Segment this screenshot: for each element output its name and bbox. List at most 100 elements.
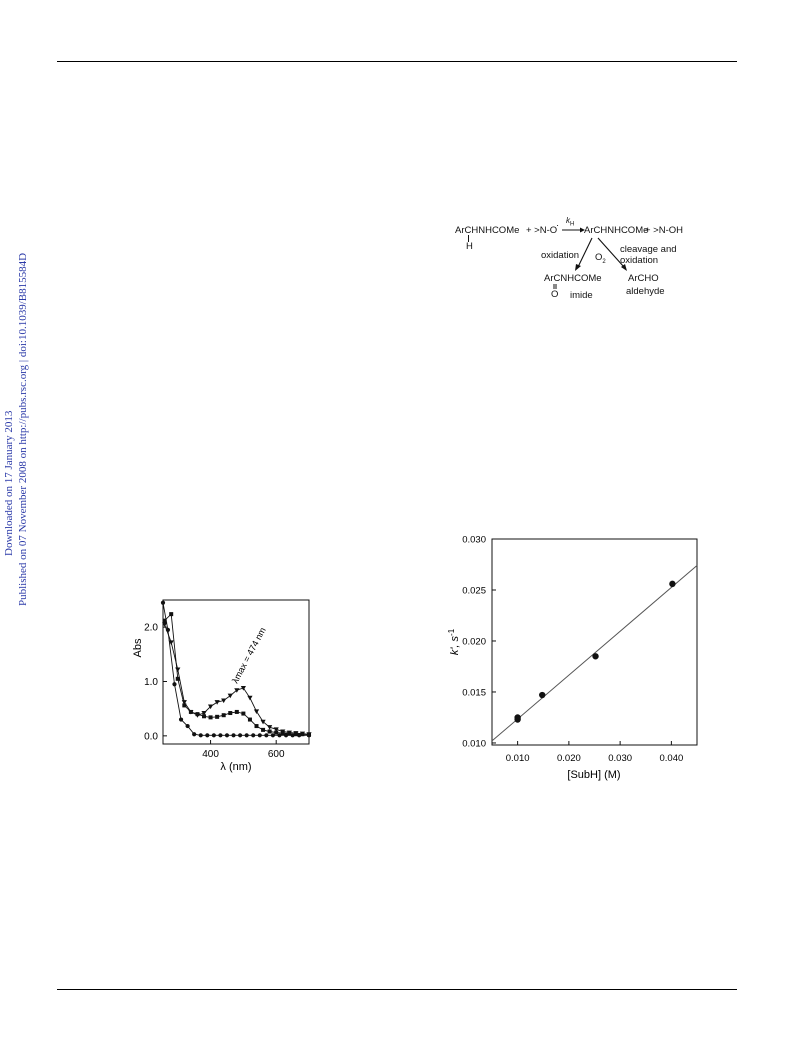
data-point — [160, 600, 166, 605]
scheme-arrows — [553, 227, 627, 289]
data-point — [253, 709, 260, 714]
y-tick-label: 0.010 — [462, 738, 486, 749]
data-point — [201, 711, 207, 716]
data-point — [231, 733, 236, 738]
data-point — [188, 709, 193, 714]
data-point — [280, 731, 285, 736]
x-tick-label: 400 — [202, 749, 219, 760]
y-tick-label: 2.0 — [144, 623, 158, 634]
x-tick-label: 0.030 — [608, 753, 632, 764]
rate-constant-chart: 0.010 0.015 0.020 0.025 0.030 0.010 0.020 0.030… — [447, 535, 698, 781]
data-point — [202, 714, 207, 719]
data-point — [273, 727, 279, 732]
reaction-scheme: ArCHNHCOMe H + >N-O · kH ArCHNHCOMe + >N… — [440, 210, 740, 310]
data-point — [162, 622, 168, 628]
data-point — [227, 693, 233, 699]
x-tick-label: 0.010 — [506, 753, 530, 764]
scheme-radical-dot: · — [556, 220, 560, 231]
y-axis-title: k', s-1 — [447, 628, 461, 655]
scheme-bond — [468, 235, 469, 242]
data-point — [175, 676, 180, 681]
scheme-k-letter: k — [566, 216, 570, 225]
data-point — [251, 733, 256, 738]
plot-frame — [491, 538, 698, 746]
download-note: Downloaded on 17 January 2013 — [3, 410, 15, 556]
scheme-aldehyde-label: aldehyde — [626, 286, 665, 297]
data-point — [234, 709, 239, 714]
scheme-imide-o: O — [551, 289, 559, 300]
scheme-product: ArCHNHCOMe — [584, 225, 649, 236]
data-point — [247, 695, 253, 701]
data-point — [669, 580, 676, 588]
data-point — [306, 733, 312, 738]
data-point — [514, 716, 521, 723]
data-point — [218, 733, 223, 738]
x-tick-label: 600 — [268, 749, 285, 760]
data-point — [240, 686, 246, 691]
data-point — [221, 698, 227, 704]
data-point — [214, 700, 220, 705]
y-tick-label: 1.0 — [144, 677, 158, 688]
data-point — [264, 733, 269, 738]
x-tick-label: 0.020 — [557, 753, 581, 764]
data-point — [241, 711, 246, 716]
data-point — [211, 733, 216, 738]
bottom-rule — [57, 989, 737, 990]
y-tick-label: 0.015 — [462, 687, 486, 698]
scheme-cleavage-2: oxidation — [620, 255, 659, 266]
data-point — [592, 653, 599, 660]
data-point — [185, 723, 190, 729]
data-point — [172, 682, 177, 687]
data-point — [261, 727, 266, 732]
y-tick-label: 0.030 — [462, 535, 486, 546]
scheme-k-sub: H — [570, 221, 575, 228]
scheme-aldehyde-formula: ArCHO — [628, 273, 659, 284]
scheme-plus-nitroxyl: + >N-O — [526, 225, 558, 236]
scheme-o2-sub: 2 — [602, 258, 606, 265]
data-point — [195, 712, 200, 717]
scheme-o2: O2 — [595, 252, 606, 265]
data-point — [178, 717, 184, 722]
x-axis-title: [SubH] (M) — [567, 769, 620, 781]
data-point — [162, 618, 167, 623]
data-point — [221, 713, 226, 718]
plot-frame — [162, 599, 310, 745]
data-point — [257, 733, 262, 738]
data-point — [277, 733, 282, 738]
data-point — [290, 733, 295, 738]
data-point — [215, 714, 220, 719]
data-point — [205, 733, 210, 738]
y-tick-label: 0.0 — [144, 731, 158, 742]
data-point — [260, 719, 266, 725]
data-point — [539, 691, 546, 699]
lambda-max-annotation: λmax = 474 nm — [230, 626, 268, 685]
data-point — [300, 732, 305, 737]
x-tick-label: 0.040 — [659, 753, 683, 764]
fit-line — [491, 565, 698, 742]
scheme-plus-hydroxylamine: + >N-OH — [645, 225, 684, 236]
data-point — [274, 730, 279, 735]
scheme-oxidation-label: oxidation — [541, 250, 580, 261]
data-point — [228, 711, 233, 716]
data-point — [182, 703, 187, 708]
y-axis-title-sup: -1 — [447, 628, 456, 636]
data-point — [192, 732, 197, 737]
top-rule — [57, 61, 737, 62]
data-point — [224, 733, 230, 738]
data-point — [207, 704, 214, 710]
data-point — [297, 733, 302, 738]
data-point — [247, 717, 252, 722]
scheme-k: kH — [566, 216, 574, 228]
scheme-imide-label: imide — [570, 290, 593, 301]
doi-link[interactable]: Published on 07 November 2008 on http://… — [17, 252, 29, 606]
scheme-reactant-h: H — [466, 241, 473, 252]
data-point — [254, 724, 259, 729]
data-point — [234, 688, 240, 693]
y-axis-title-main: k', s — [449, 635, 461, 655]
data-point — [293, 732, 298, 737]
data-point — [169, 612, 174, 617]
data-point — [287, 731, 292, 736]
data-point — [175, 667, 181, 673]
data-point — [208, 715, 213, 720]
x-axis-title: λ (nm) — [220, 761, 251, 773]
